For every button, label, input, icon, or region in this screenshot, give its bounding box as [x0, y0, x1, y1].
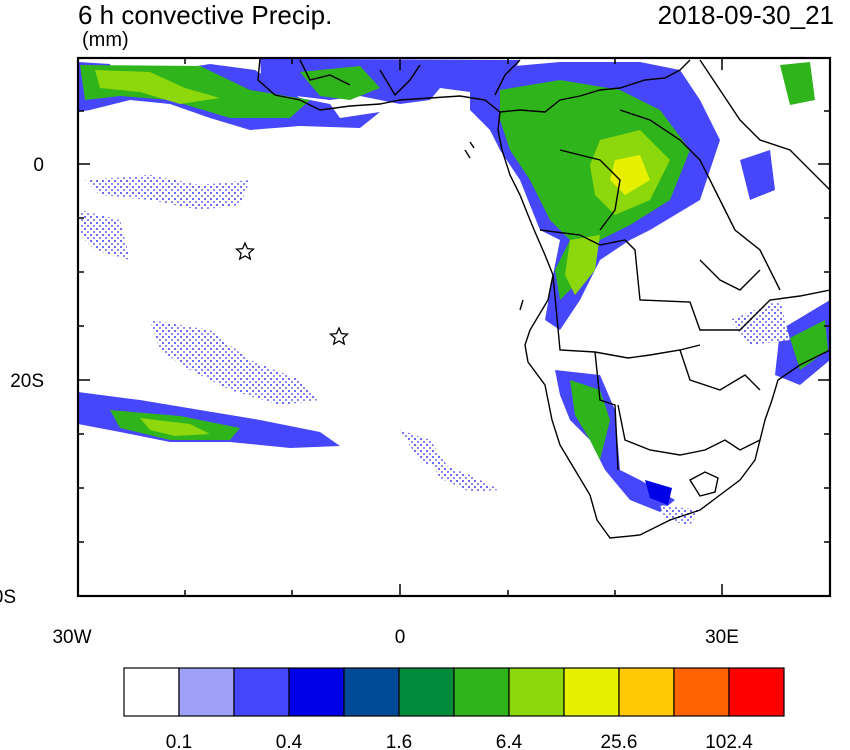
valid-time: 2018-09-30_21 — [657, 0, 834, 30]
colorbar-swatch — [673, 667, 730, 717]
colorbar-swatch — [563, 667, 620, 717]
colorbar-label: 0.4 — [276, 732, 303, 750]
colorbar-swatch — [398, 667, 455, 717]
station-markers — [234, 241, 350, 346]
colorbar-swatch — [233, 667, 290, 717]
precip-field — [78, 58, 830, 525]
lat-label-40s: 40S — [0, 587, 16, 608]
lat-label-0: 0 — [33, 155, 44, 176]
units-label: (mm) — [82, 29, 129, 51]
star-marker — [234, 241, 256, 261]
plot-frame — [76, 56, 832, 598]
colorbar-swatch — [288, 667, 345, 717]
colorbar-swatch — [508, 667, 565, 717]
colorbar-swatch — [178, 667, 235, 717]
colorbar-swatch — [618, 667, 675, 717]
lon-label-30w: 30W — [52, 627, 91, 648]
colorbar-label: 25.6 — [601, 732, 638, 750]
star-marker — [328, 326, 350, 346]
colorbar-swatch — [123, 667, 180, 717]
colorbar-swatch — [728, 667, 785, 717]
coastlines — [257, 58, 830, 539]
colorbar-label: 6.4 — [496, 732, 523, 750]
lat-label-20s: 20S — [10, 371, 44, 392]
lon-label-30e: 30E — [705, 627, 739, 648]
colorbar-swatch — [453, 667, 510, 717]
map-title: 6 h convective Precip. — [78, 0, 333, 30]
colorbar: 0.1 0.4 1.6 6.4 25.6 102.4 — [123, 667, 785, 750]
axis-ticks — [78, 58, 830, 596]
colorbar-swatch — [343, 667, 400, 717]
colorbar-label: 0.1 — [166, 732, 192, 750]
colorbar-label: 1.6 — [386, 732, 412, 750]
colorbar-label: 102.4 — [705, 732, 753, 750]
lon-label-0: 0 — [395, 627, 406, 648]
